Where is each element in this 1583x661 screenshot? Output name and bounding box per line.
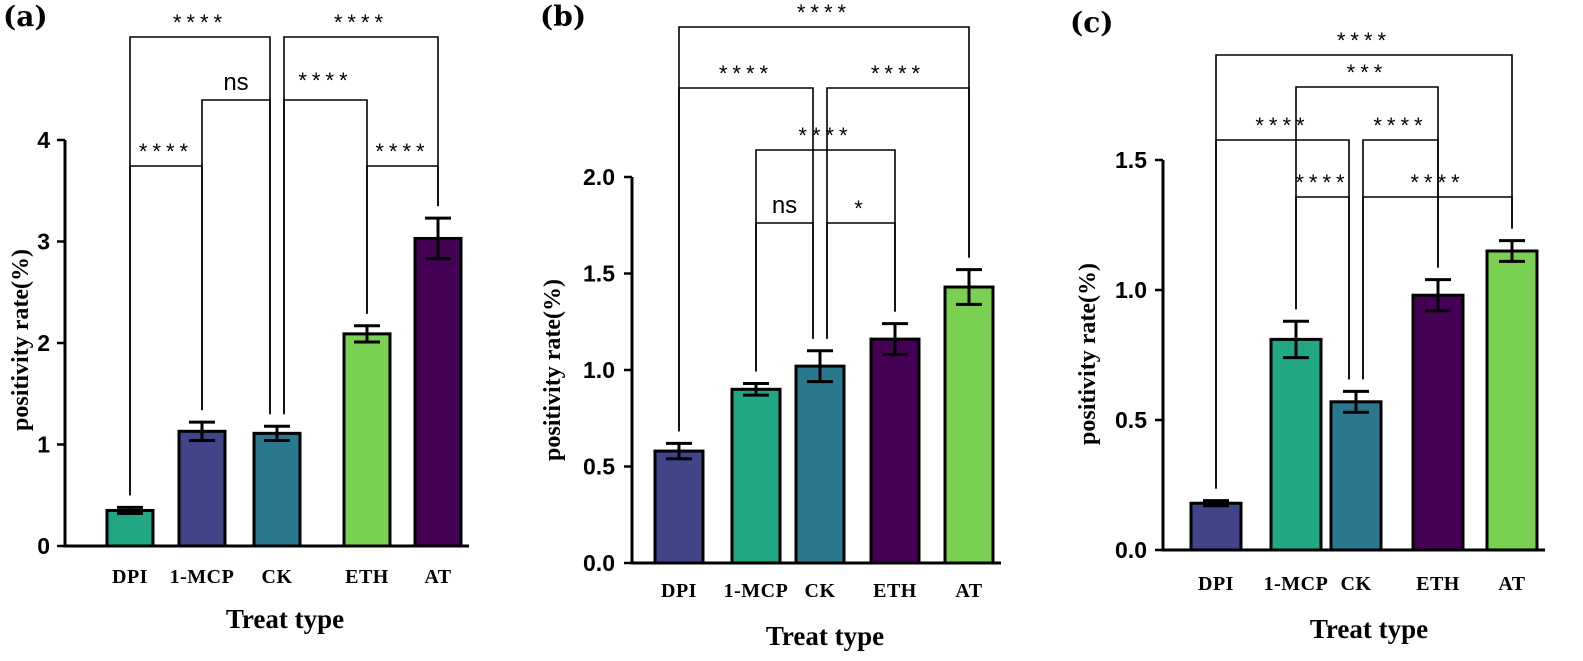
significance-label: *	[854, 196, 868, 221]
significance-label: ****	[797, 0, 851, 25]
significance-bracket	[129, 36, 271, 496]
significance-label: ****	[1255, 113, 1309, 138]
significance-label: ****	[334, 10, 388, 35]
panel-label: (c)	[1070, 6, 1114, 39]
bar-AT	[413, 236, 463, 548]
y-tick-label: 1.5	[1115, 147, 1147, 173]
y-tick-label: 0.5	[583, 454, 615, 480]
y-tick-label: 4	[37, 127, 50, 153]
x-axis-label: Treat type	[226, 604, 344, 634]
significance-label: ns	[223, 69, 248, 96]
x-tick-label: CK	[262, 566, 293, 588]
bar-DPI	[1189, 501, 1243, 552]
bar-ETH	[1411, 293, 1465, 552]
bar-ETH	[342, 332, 392, 548]
significance-label: ****	[798, 123, 852, 148]
significance-label: ****	[1337, 28, 1391, 53]
bar-DPI	[653, 449, 705, 565]
bar-AT	[1485, 249, 1539, 552]
panel-label: (a)	[3, 0, 48, 33]
significance-bracket	[1362, 196, 1513, 380]
significance-bracket	[129, 165, 203, 496]
chart-panel-3: (c) 0.0 0.5 1.0 1.5 positivity rate(%) DPI 1-MC…	[1070, 6, 1545, 644]
x-tick-label: AT	[1498, 573, 1525, 595]
x-tick-label: DPI	[1198, 573, 1234, 595]
chart-panel-1: (a) 0 1 2 3 4 positivity rate(%) DPI 1-MCP CK ETH A…	[3, 0, 469, 634]
bar-1-MCP	[177, 429, 227, 548]
significance-label: ****	[719, 61, 773, 86]
bar-ETH	[869, 337, 921, 565]
y-tick-label: 1	[37, 432, 50, 458]
significance-label: ****	[871, 61, 925, 86]
y-tick-label: 2.0	[583, 164, 615, 190]
significance-label: ****	[173, 10, 227, 35]
y-tick-label: 1.0	[1115, 277, 1147, 303]
significance-label: ns	[772, 192, 797, 219]
x-axis-label: Treat type	[766, 621, 884, 651]
significance-bracket	[755, 222, 814, 372]
x-tick-label: ETH	[873, 580, 917, 602]
bar-AT	[943, 285, 995, 565]
y-tick-label: 0.0	[583, 550, 615, 576]
y-tick-label: 1.0	[583, 357, 615, 383]
y-axis-label: positivity rate(%)	[8, 249, 34, 431]
significance-label: ****	[1373, 113, 1427, 138]
significance-bracket	[1295, 196, 1350, 380]
y-axis-label: positivity rate(%)	[1075, 263, 1101, 445]
bar-CK	[1329, 400, 1383, 552]
significance-bracket	[826, 222, 896, 339]
y-tick-label: 1.5	[583, 261, 615, 287]
significance-label: ****	[298, 68, 352, 93]
bar-CK	[794, 364, 846, 565]
x-tick-label: 1-MCP	[1264, 573, 1329, 595]
x-tick-label: AT	[424, 566, 451, 588]
x-tick-label: DPI	[112, 566, 148, 588]
significance-bracket	[366, 165, 439, 314]
x-tick-label: 1-MCP	[170, 566, 235, 588]
y-tick-label: 0	[37, 533, 50, 559]
chart-panel-2: (b) 0.0 0.5 1.0 1.5 2.0 positivity rate(%) DPI 1…	[540, 0, 1001, 651]
x-tick-label: DPI	[661, 580, 697, 602]
x-tick-label: 1-MCP	[724, 580, 789, 602]
significance-label: ****	[1410, 170, 1464, 195]
significance-label: ***	[1347, 60, 1388, 85]
y-tick-label: 2	[37, 330, 50, 356]
significance-label: ****	[1295, 170, 1349, 195]
y-tick-label: 0.5	[1115, 407, 1147, 433]
significance-label: ****	[139, 139, 193, 164]
x-tick-label: AT	[955, 580, 982, 602]
x-axis-label: Treat type	[1310, 614, 1428, 644]
bar-1-MCP	[1269, 337, 1323, 552]
x-tick-label: CK	[805, 580, 836, 602]
y-tick-label: 0.0	[1115, 537, 1147, 563]
x-tick-label: ETH	[1416, 573, 1460, 595]
x-tick-label: ETH	[345, 566, 389, 588]
significance-label: ****	[375, 139, 429, 164]
y-tick-label: 3	[37, 229, 50, 255]
bar-CK	[252, 431, 302, 548]
panel-label: (b)	[540, 0, 586, 33]
y-axis-label: positivity rate(%)	[540, 279, 566, 461]
significance-bracket	[201, 99, 271, 415]
significance-bracket	[826, 87, 970, 339]
bar-1-MCP	[730, 387, 782, 565]
x-tick-label: CK	[1341, 573, 1372, 595]
bar-DPI	[105, 508, 155, 548]
significance-bracket	[678, 87, 814, 432]
